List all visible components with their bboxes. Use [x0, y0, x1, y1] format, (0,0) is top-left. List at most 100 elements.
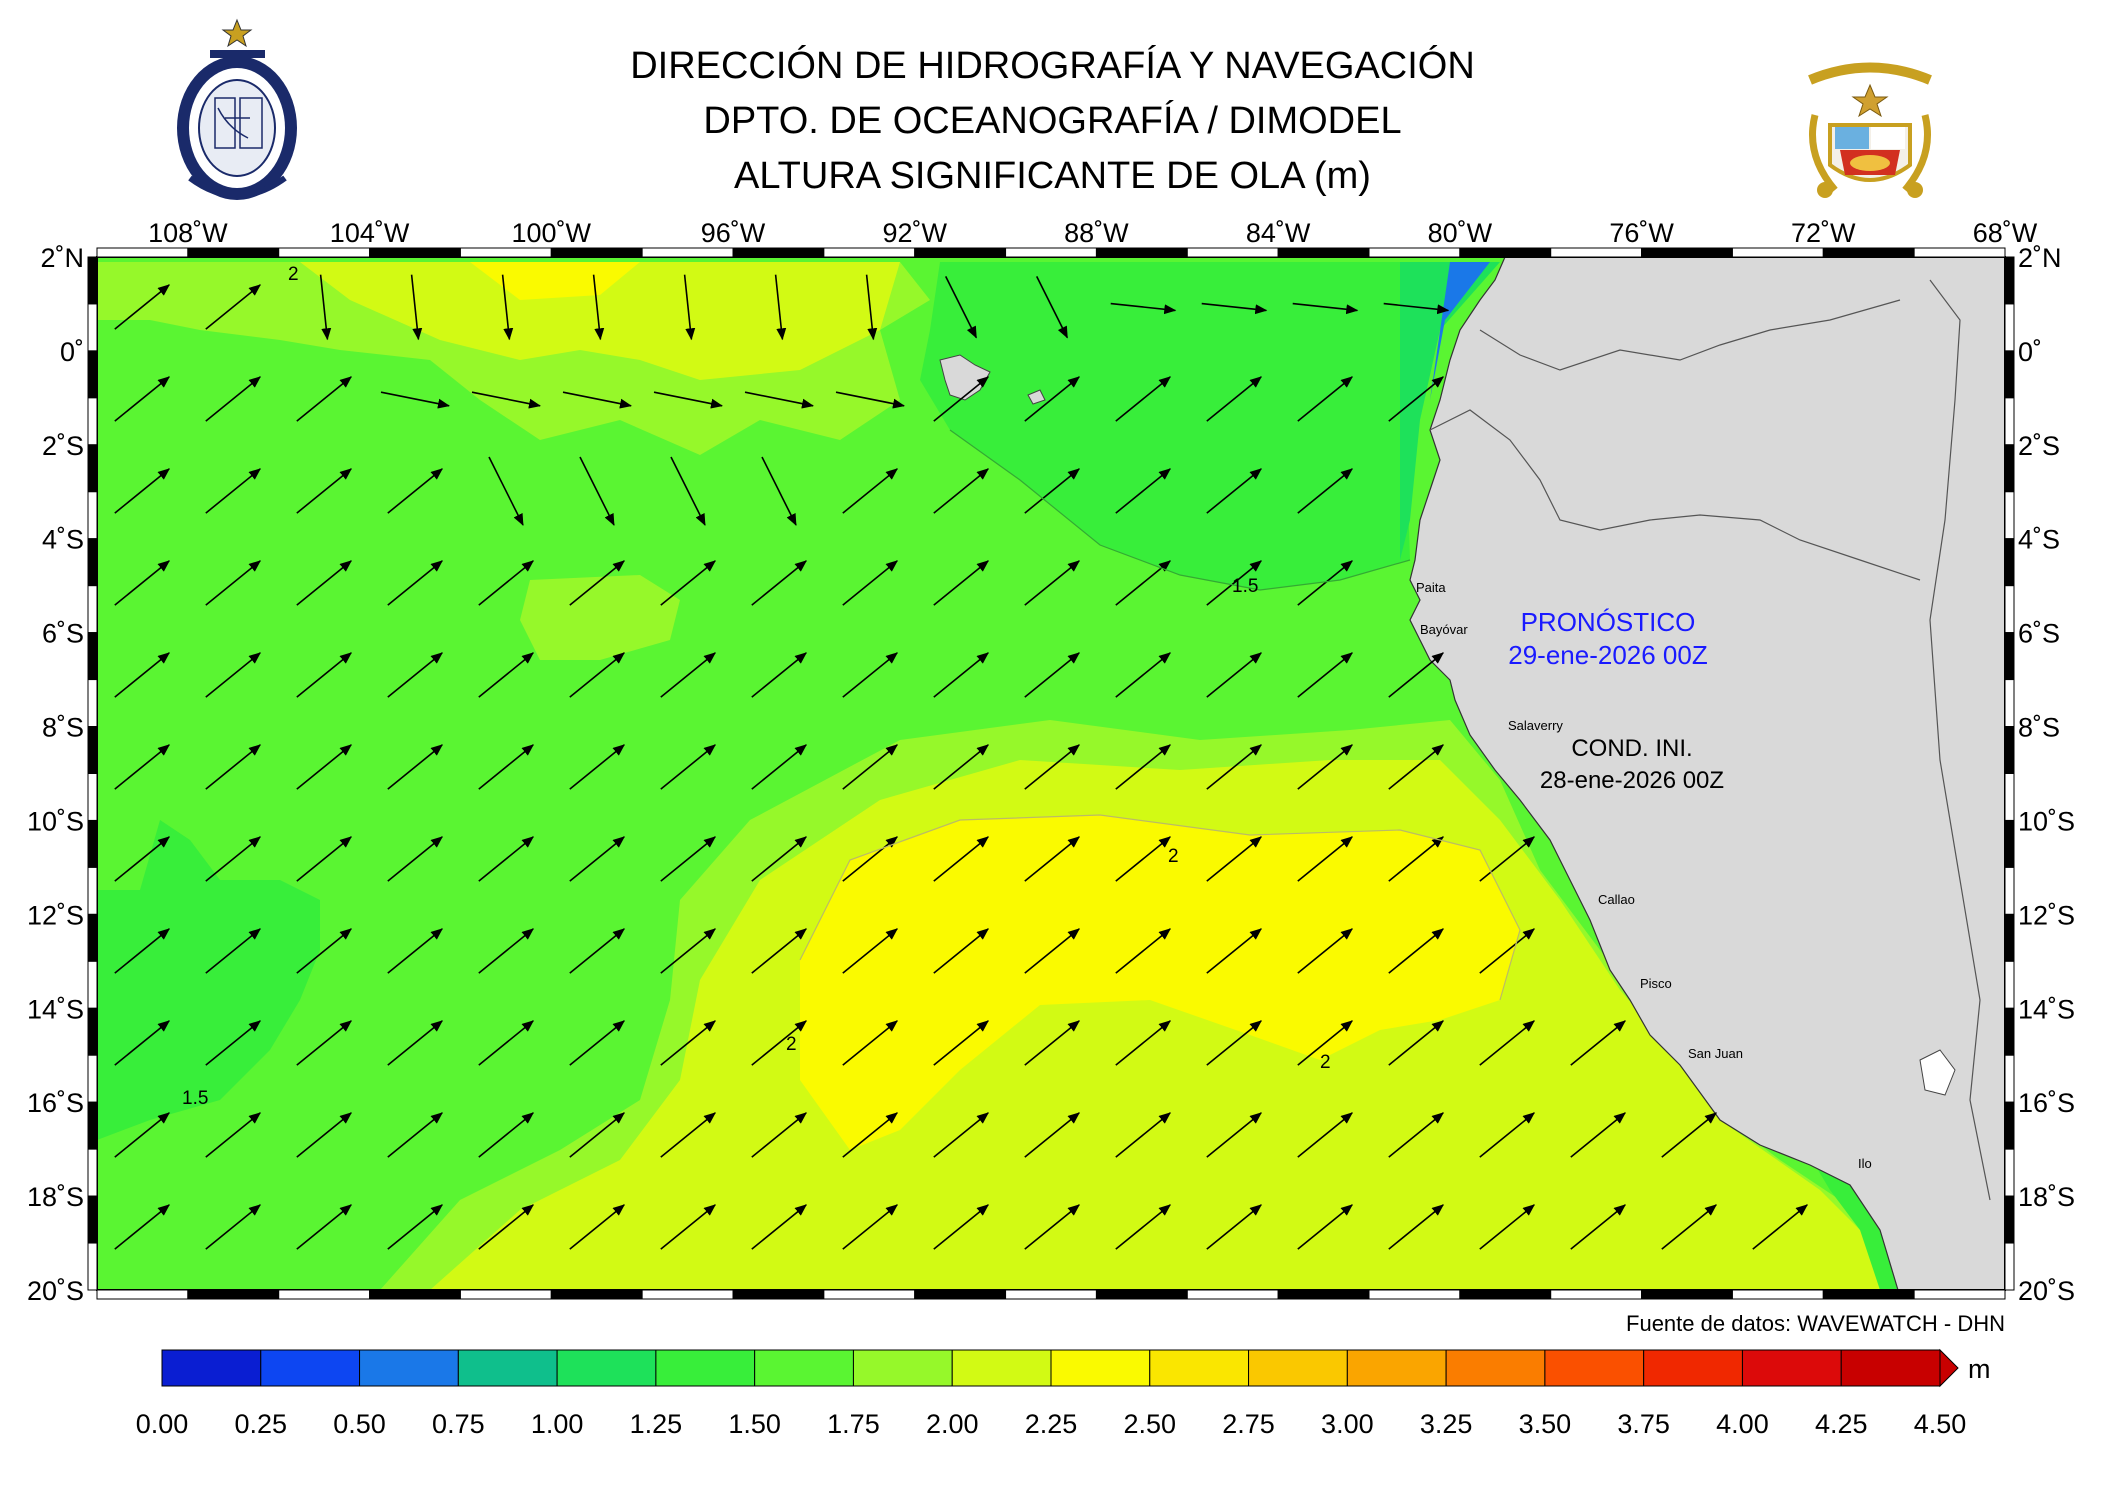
- frame-left-tick: [87, 538, 98, 587]
- colorbar-swatch: [754, 1349, 854, 1387]
- frame-right-tick: [2004, 538, 2015, 587]
- frame-left-tick: [87, 1195, 98, 1244]
- lon-tick-label: 76˚W: [1609, 218, 1674, 248]
- init-label: COND. INI.: [1571, 735, 1692, 762]
- frame-left-tick: [87, 350, 98, 399]
- lat-tick-label-left: 4˚S: [42, 525, 84, 555]
- map-frame: [87, 247, 2015, 1300]
- frame-right-tick: [2004, 303, 2015, 352]
- wave-arrow: [205, 652, 261, 698]
- wave-arrow: [1035, 276, 1069, 339]
- lat-tick-label-right: 12˚S: [2018, 900, 2075, 930]
- frame-left-tick: [87, 1242, 98, 1291]
- wave-arrow: [387, 1020, 443, 1066]
- wave-arrow: [752, 1297, 806, 1341]
- contour-label: 1.5: [1232, 576, 1258, 597]
- wave-arrow: [114, 376, 170, 422]
- lon-tick-label: 100˚W: [512, 218, 592, 248]
- contour-2m: [799, 814, 1521, 1001]
- wave-arrow: [751, 836, 807, 882]
- frame-right-tick: [2004, 444, 2015, 493]
- wave-arrow: [1297, 376, 1353, 422]
- wave-arrow: [114, 836, 170, 882]
- lat-tick-label-left: 18˚S: [27, 1182, 84, 1212]
- wave-arrow: [744, 391, 814, 409]
- wave-arrow: [1479, 1204, 1535, 1250]
- wave-arrow: [410, 274, 423, 341]
- wave-arrow: [478, 1112, 534, 1158]
- frame-top-tick: [1368, 247, 1461, 258]
- wave-arrow: [944, 276, 978, 339]
- wave-arrow: [1388, 836, 1444, 882]
- wave-arrow: [1024, 468, 1080, 514]
- wave-arrow: [865, 274, 878, 341]
- wave-arrow: [1297, 468, 1353, 514]
- lat-tick-label-left: 14˚S: [27, 994, 84, 1024]
- wave-arrow: [296, 836, 352, 882]
- colorbar-label: 0.00: [136, 1409, 189, 1439]
- frame-top-tick: [1459, 247, 1552, 258]
- wave-arrow: [387, 560, 443, 606]
- wave-arrow: [1297, 836, 1353, 882]
- wave-arrow: [1388, 1112, 1444, 1158]
- wave-arrow: [479, 1297, 533, 1341]
- frame-right-tick: [2004, 960, 2015, 1009]
- lat-tick-label-right: 6˚S: [2018, 619, 2060, 649]
- colorbar-label: 2.00: [926, 1409, 979, 1439]
- wave-arrow: [1206, 1112, 1262, 1158]
- wave-arrow: [1115, 468, 1171, 514]
- frame-bottom-tick: [1095, 1289, 1188, 1300]
- frame-right-tick: [2004, 491, 2015, 540]
- frame-left-tick: [87, 960, 98, 1009]
- wave-arrow: [1389, 1297, 1443, 1341]
- city-pisco: Pisco: [1640, 976, 1672, 991]
- wave-arrow: [115, 1297, 169, 1341]
- wave-arrow: [1297, 1204, 1353, 1250]
- wave-direction-arrows: [114, 274, 1808, 1341]
- wave-arrow: [1024, 1204, 1080, 1250]
- colorbar-label: 3.50: [1519, 1409, 1572, 1439]
- frame-bottom-tick: [823, 1289, 916, 1300]
- frame-top-tick: [1277, 247, 1370, 258]
- wave-arrow: [570, 1297, 624, 1341]
- border-peru-brazil: [1429, 409, 1921, 581]
- colorbar-swatch: [260, 1349, 361, 1387]
- wave-arrow: [933, 652, 989, 698]
- wave-arrow: [1388, 376, 1444, 422]
- colorbar-label: 3.75: [1617, 1409, 1670, 1439]
- frame-top-tick: [1913, 247, 2006, 258]
- header-title-2: DPTO. DE OCEANOGRAFÍA / DIMODEL: [703, 100, 1402, 142]
- frame-bottom-tick: [1368, 1289, 1461, 1300]
- colorbar-label: 2.75: [1222, 1409, 1275, 1439]
- field-pocket: [520, 575, 680, 660]
- wave-arrow: [388, 1297, 442, 1341]
- wave-arrow: [205, 1020, 261, 1066]
- lon-tick-label: 68˚W: [1973, 218, 2038, 248]
- wave-arrow: [1297, 1020, 1353, 1066]
- wave-arrow: [1383, 302, 1450, 315]
- frame-left-tick: [87, 866, 98, 915]
- wave-arrow: [1115, 1020, 1171, 1066]
- frame-right-tick: [2004, 1007, 2015, 1056]
- colorbar-swatch: [1248, 1349, 1348, 1387]
- frame-top-tick: [641, 247, 734, 258]
- lon-tick-label: 92˚W: [882, 218, 947, 248]
- frame-right-tick: [2004, 350, 2015, 399]
- wave-arrow: [1025, 1297, 1079, 1341]
- field-south-max: [800, 815, 1520, 1150]
- colorbar-swatch: [556, 1349, 657, 1387]
- contour-1-5m: [949, 429, 1411, 591]
- wave-arrow: [1206, 1020, 1262, 1066]
- colorbar-swatch: [161, 1349, 262, 1387]
- wave-arrow: [387, 468, 443, 514]
- lat-tick-label-left: 2˚S: [42, 431, 84, 461]
- wave-arrow: [933, 744, 989, 790]
- wave-arrow: [478, 652, 534, 698]
- colorbar-swatch: [1741, 1349, 1842, 1387]
- wave-arrow: [387, 836, 443, 882]
- wave-arrow: [774, 274, 787, 341]
- wave-arrow: [1206, 652, 1262, 698]
- wave-arrow: [478, 560, 534, 606]
- wave-arrow: [569, 836, 625, 882]
- frame-bottom-tick: [1005, 1289, 1097, 1300]
